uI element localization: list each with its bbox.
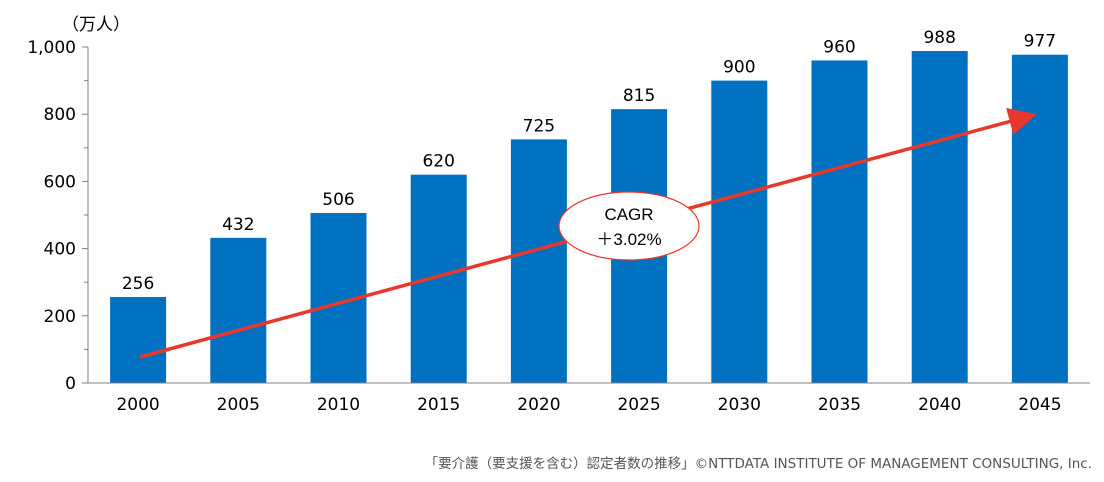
x-tick-label: 2040 [918, 395, 961, 415]
x-tick-label: 2005 [217, 395, 260, 415]
bar [711, 80, 768, 383]
source-note: 「要介護（要支援を含む）認定者数の推移」©NTTDATA INSTITUTE O… [424, 456, 1092, 472]
bar [410, 174, 467, 383]
bar [110, 296, 167, 383]
y-tick-label: 800 [44, 105, 76, 125]
bar-value-label: 977 [1024, 32, 1056, 52]
x-tick-label: 2045 [1018, 395, 1061, 415]
y-tick-label: 400 [44, 240, 76, 260]
bar [510, 139, 567, 383]
cagr-callout [558, 191, 700, 261]
bar-value-label: 256 [122, 274, 154, 294]
y-tick-label: 0 [65, 374, 76, 394]
x-tick-label: 2015 [417, 395, 460, 415]
bar-value-label: 988 [923, 28, 955, 48]
x-tick-label: 2000 [116, 395, 159, 415]
bar [1011, 54, 1068, 384]
y-tick-label: 1,000 [27, 38, 76, 58]
bar-value-label: 725 [523, 116, 555, 136]
x-tick-label: 2025 [617, 395, 660, 415]
bar-value-label: 432 [222, 215, 254, 235]
x-tick-label: 2030 [718, 395, 761, 415]
bar-value-label: 960 [823, 37, 855, 57]
y-tick-label: 200 [44, 307, 76, 327]
y-unit-label: （万人） [62, 15, 130, 35]
bar-value-label: 620 [422, 152, 454, 172]
bar [911, 51, 968, 383]
cagr-label: CAGR [604, 205, 653, 224]
x-tick-label: 2035 [818, 395, 861, 415]
x-tick-label: 2010 [317, 395, 360, 415]
bar-value-label: 815 [623, 86, 655, 106]
bar-value-label: 900 [723, 58, 755, 78]
bar [210, 237, 267, 383]
bar [811, 60, 868, 383]
y-tick-label: 600 [44, 172, 76, 192]
x-tick-label: 2020 [517, 395, 560, 415]
cagr-value: ＋3.02% [596, 230, 661, 249]
bar-value-label: 506 [322, 190, 354, 210]
